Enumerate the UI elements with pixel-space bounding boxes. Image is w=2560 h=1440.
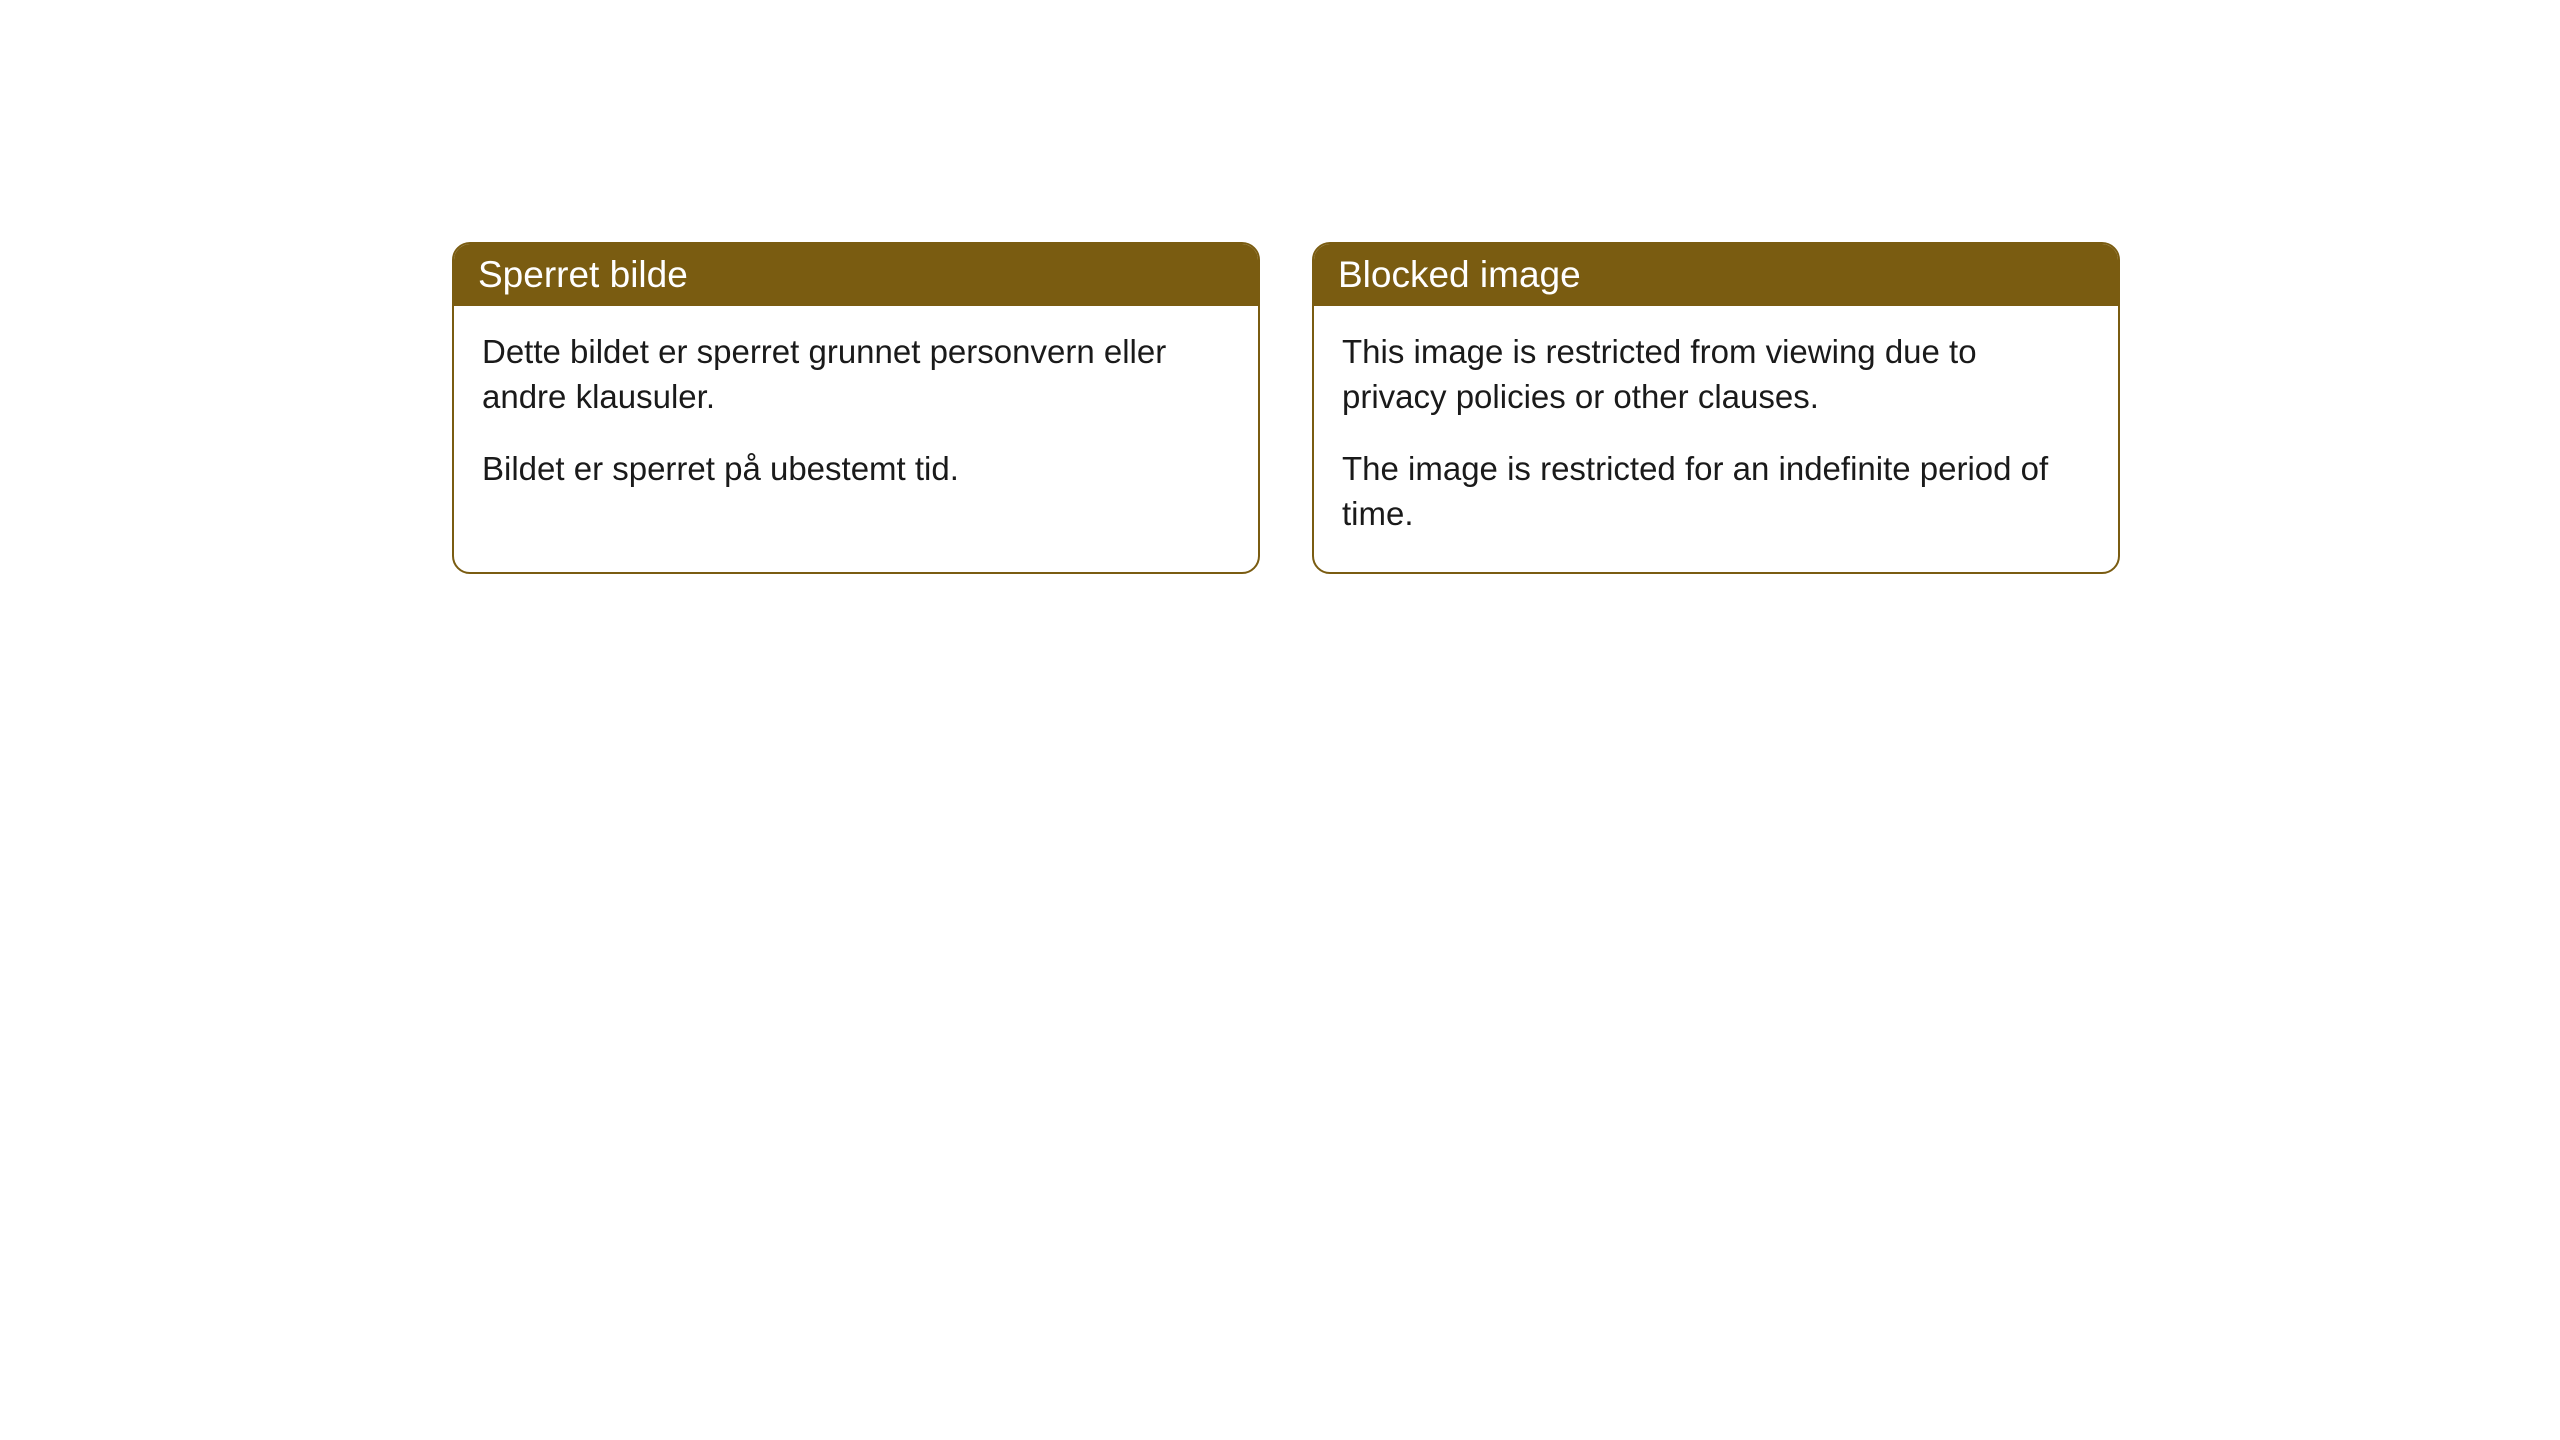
card-paragraph-en-2: The image is restricted for an indefinit… <box>1342 447 2090 536</box>
card-paragraph-no-1: Dette bildet er sperret grunnet personve… <box>482 330 1230 419</box>
card-paragraph-en-1: This image is restricted from viewing du… <box>1342 330 2090 419</box>
card-title-en: Blocked image <box>1314 244 2118 306</box>
card-paragraph-no-2: Bildet er sperret på ubestemt tid. <box>482 447 1230 492</box>
notice-cards-container: Sperret bilde Dette bildet er sperret gr… <box>0 0 2560 574</box>
card-body-no: Dette bildet er sperret grunnet personve… <box>454 306 1258 528</box>
card-title-no: Sperret bilde <box>454 244 1258 306</box>
card-body-en: This image is restricted from viewing du… <box>1314 306 2118 572</box>
blocked-image-card-no: Sperret bilde Dette bildet er sperret gr… <box>452 242 1260 574</box>
blocked-image-card-en: Blocked image This image is restricted f… <box>1312 242 2120 574</box>
